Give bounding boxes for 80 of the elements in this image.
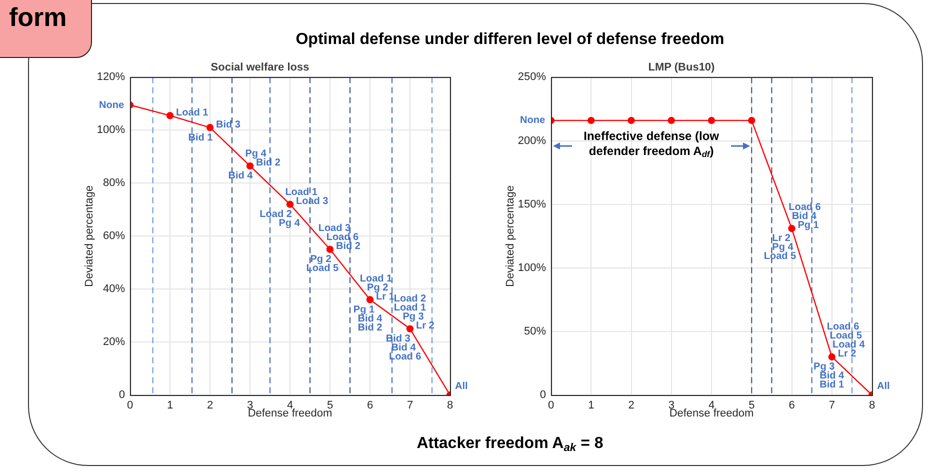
annotation: Load 5 bbox=[764, 251, 797, 262]
x-tick-label: 7 bbox=[828, 400, 835, 412]
y-tick-label: 200% bbox=[518, 134, 546, 147]
annotation: Pg 1 bbox=[798, 220, 820, 232]
annotation: Load 4 bbox=[832, 340, 866, 351]
x-tick-label: 8 bbox=[446, 400, 454, 412]
y-tick-label: 150% bbox=[518, 198, 546, 210]
y-tick-label: 100% bbox=[96, 124, 126, 136]
annotation: Pg 4 bbox=[278, 218, 300, 230]
x-tick-label: 1 bbox=[588, 400, 594, 412]
annotation: Bid 2 bbox=[358, 322, 383, 334]
annotation: Pg 4 bbox=[772, 242, 794, 254]
annotation: Bid 1 bbox=[820, 380, 845, 391]
text: Optimal defense under differen level of defense freedom bbox=[296, 30, 724, 50]
y-axis-title: Deviated percentage bbox=[504, 185, 517, 287]
x-tick-label: 0 bbox=[548, 400, 554, 412]
x-tick-label: 6 bbox=[366, 400, 374, 412]
annotation: Pg 3 bbox=[402, 312, 424, 323]
point bbox=[828, 353, 836, 360]
y-tick-label: 100% bbox=[518, 262, 546, 274]
annotation: Bid 1 bbox=[188, 132, 214, 144]
x-tick-label: 2 bbox=[628, 400, 634, 412]
annotation: All bbox=[455, 380, 468, 392]
annotation: Load 6 bbox=[388, 352, 422, 363]
chart-title: LMP (Bus10) bbox=[648, 62, 716, 74]
annotation: Bid 4 bbox=[358, 313, 383, 324]
annotation: Load 3 bbox=[296, 196, 329, 208]
point bbox=[588, 116, 595, 124]
point bbox=[286, 200, 294, 208]
point bbox=[708, 116, 716, 124]
x-tick-label: 0 bbox=[126, 400, 134, 412]
annotation: Load 1 bbox=[360, 273, 393, 284]
annotation: Pg 2 bbox=[310, 254, 332, 266]
point bbox=[748, 116, 756, 124]
annotation: Lr 2 bbox=[838, 348, 857, 360]
y-tick-label: 50% bbox=[524, 325, 546, 338]
y-tick-label: 20% bbox=[102, 336, 126, 348]
annotation: Bid 4 bbox=[228, 170, 254, 182]
annotation: All bbox=[877, 380, 890, 392]
annotation: None bbox=[520, 115, 546, 126]
annotation: None bbox=[99, 100, 124, 111]
point bbox=[788, 224, 796, 232]
annotation: Load 2 bbox=[260, 209, 292, 220]
annotation: Bid 3 bbox=[216, 119, 241, 130]
point bbox=[668, 116, 675, 124]
annotation: Pg 2 bbox=[367, 282, 389, 294]
annotation: Load 1 bbox=[176, 107, 209, 118]
x-tick-label: 1 bbox=[166, 400, 174, 412]
point bbox=[406, 325, 414, 332]
point bbox=[246, 162, 254, 170]
y-tick-label: 120% bbox=[96, 71, 126, 84]
annotation: Load 1 bbox=[394, 302, 427, 314]
annotation: Load 5 bbox=[306, 263, 339, 274]
x-tick-label: 2 bbox=[206, 400, 214, 412]
y-tick-label: 0 bbox=[540, 389, 546, 402]
point bbox=[166, 112, 174, 120]
annotation: Ineffective defense (low defender freedom A$_{df}$) bbox=[582, 129, 720, 162]
y-axis-title: Deviated percentage bbox=[84, 185, 96, 287]
x-tick-label: 8 bbox=[868, 400, 876, 412]
annotation: Load 1 bbox=[285, 187, 318, 198]
annotation: Bid 2 bbox=[256, 158, 281, 169]
point bbox=[326, 246, 334, 253]
annotation: Lr 2 bbox=[416, 320, 435, 332]
annotation: Lr 2 bbox=[772, 233, 791, 244]
point bbox=[628, 116, 635, 124]
point bbox=[366, 296, 374, 304]
x-tick-label: 6 bbox=[788, 400, 795, 412]
text: Attacker freedom A$_{ak}$ = 8 bbox=[416, 434, 604, 456]
y-tick-label: 60% bbox=[102, 230, 126, 242]
y-tick-label: 0 bbox=[118, 389, 125, 402]
chart-title: Social welfare loss bbox=[210, 62, 310, 74]
y-tick-label: 250% bbox=[518, 71, 546, 84]
annotation: Bid 2 bbox=[336, 241, 361, 252]
y-tick-label: 40% bbox=[102, 283, 126, 296]
point bbox=[206, 124, 214, 132]
title-tab: form bbox=[0, 0, 92, 58]
annotation: Bid 4 bbox=[792, 211, 817, 222]
annotation: Pg 1 bbox=[353, 304, 375, 316]
x-tick-label: 7 bbox=[406, 400, 414, 412]
y-tick-label: 80% bbox=[102, 177, 126, 190]
